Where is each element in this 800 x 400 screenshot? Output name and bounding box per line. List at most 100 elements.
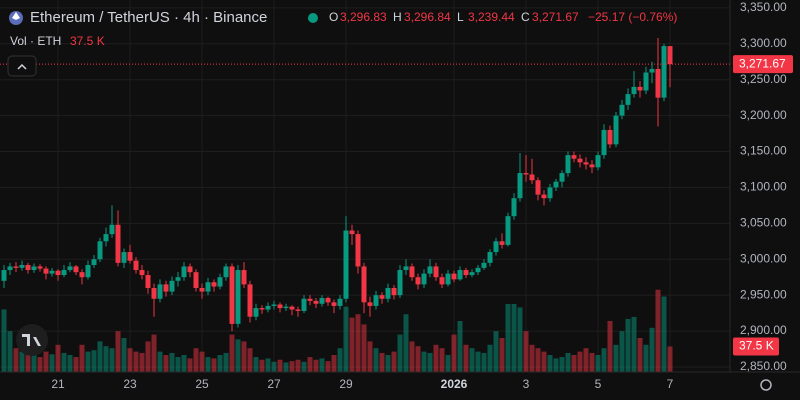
candle-body bbox=[205, 282, 211, 292]
volume-bar bbox=[367, 341, 373, 372]
candle-body bbox=[259, 308, 265, 310]
candle-body bbox=[331, 302, 337, 306]
candle-body bbox=[517, 173, 523, 199]
volume-bar bbox=[535, 348, 541, 372]
volume-bar bbox=[181, 355, 187, 372]
volume-bar bbox=[343, 306, 349, 372]
candle-body bbox=[589, 164, 595, 168]
candle-body bbox=[385, 287, 391, 299]
volume-bar bbox=[637, 338, 643, 372]
candle-body bbox=[559, 173, 565, 182]
volume-bar bbox=[277, 359, 283, 372]
candle-body bbox=[541, 194, 547, 199]
candle-body bbox=[349, 230, 355, 235]
candle-body bbox=[79, 272, 85, 278]
legend-key: L bbox=[457, 10, 464, 24]
volume-bar bbox=[151, 334, 157, 372]
candle-body bbox=[241, 270, 247, 285]
volume-bar bbox=[307, 357, 313, 372]
volume-bar bbox=[85, 351, 91, 372]
candle-body bbox=[271, 304, 277, 306]
volume-bar bbox=[169, 352, 175, 372]
candle-body bbox=[379, 295, 385, 299]
candle-body bbox=[115, 224, 121, 263]
x-tick-label: 3 bbox=[523, 377, 530, 391]
volume-bar bbox=[115, 331, 121, 372]
candle-body bbox=[619, 104, 625, 116]
y-tick-label: 2,950.00 bbox=[740, 287, 787, 301]
volume-bar bbox=[25, 355, 31, 372]
volume-bar bbox=[247, 348, 253, 372]
x-tick-label: 2026 bbox=[441, 377, 468, 391]
volume-bar bbox=[1, 309, 7, 372]
candle-body bbox=[337, 298, 343, 306]
volume-label-box bbox=[733, 337, 779, 356]
candle-body bbox=[229, 266, 235, 324]
volume-bar bbox=[331, 355, 337, 372]
candle-body bbox=[127, 252, 133, 261]
legend-key: C bbox=[521, 10, 530, 24]
volume-bar bbox=[7, 331, 13, 372]
y-tick-label: 2,850.00 bbox=[740, 359, 787, 373]
volume-bar bbox=[571, 355, 577, 372]
legend-value: 3,271.67 bbox=[532, 10, 579, 24]
candle-body bbox=[55, 270, 61, 276]
candle-body bbox=[391, 287, 397, 296]
volume-bar bbox=[523, 331, 529, 372]
volume-bar bbox=[349, 317, 355, 372]
volume-bar bbox=[649, 327, 655, 372]
volume-bar bbox=[547, 355, 553, 372]
candle-body bbox=[655, 68, 661, 98]
volume-bar bbox=[91, 350, 97, 372]
candle-body bbox=[595, 155, 601, 168]
volume-bar bbox=[499, 338, 505, 372]
volume-value: 37.5 K bbox=[70, 34, 105, 48]
candle-body bbox=[97, 241, 103, 260]
volume-bar bbox=[301, 361, 307, 372]
candle-body bbox=[85, 264, 91, 278]
volume-bar bbox=[661, 296, 667, 372]
candle-body bbox=[409, 266, 415, 278]
volume-bar bbox=[337, 348, 343, 372]
collapse-icon bbox=[17, 63, 27, 70]
volume-bar bbox=[109, 348, 115, 372]
candle-body bbox=[601, 129, 607, 156]
symbol-icon-glyph bbox=[12, 12, 20, 20]
candle-body bbox=[529, 174, 535, 181]
volume-bar bbox=[265, 358, 271, 372]
volume-bar bbox=[619, 331, 625, 372]
candle-body bbox=[457, 270, 463, 280]
volume-bar bbox=[79, 344, 85, 372]
candle-body bbox=[403, 266, 409, 271]
volume-bar bbox=[259, 359, 265, 372]
volume-bar bbox=[211, 358, 217, 372]
tv-logo[interactable] bbox=[16, 324, 48, 356]
candle-body bbox=[499, 241, 505, 245]
volume-bar bbox=[403, 314, 409, 372]
candle-body bbox=[235, 270, 241, 324]
volume-bar bbox=[295, 359, 301, 372]
volume-bar bbox=[49, 354, 55, 372]
candle-body bbox=[103, 234, 109, 242]
candle-body bbox=[367, 302, 373, 306]
volume-bar bbox=[553, 358, 559, 372]
volume-bar bbox=[433, 344, 439, 372]
candle-body bbox=[109, 224, 115, 235]
x-tick-label: 5 bbox=[595, 377, 602, 391]
candle-body bbox=[163, 284, 169, 292]
volume-bar bbox=[481, 352, 487, 372]
candle-body bbox=[469, 272, 475, 276]
candle-body bbox=[649, 68, 655, 73]
candle-body bbox=[445, 273, 451, 285]
candle-body bbox=[295, 309, 301, 311]
candle-body bbox=[511, 198, 517, 217]
volume-bar bbox=[415, 346, 421, 372]
last-price-box bbox=[733, 55, 793, 74]
volume-bar bbox=[271, 361, 277, 372]
x-tick-label: 23 bbox=[123, 377, 137, 391]
volume-bar bbox=[217, 355, 223, 372]
settings-icon[interactable] bbox=[760, 379, 772, 391]
candle-body bbox=[439, 277, 445, 285]
